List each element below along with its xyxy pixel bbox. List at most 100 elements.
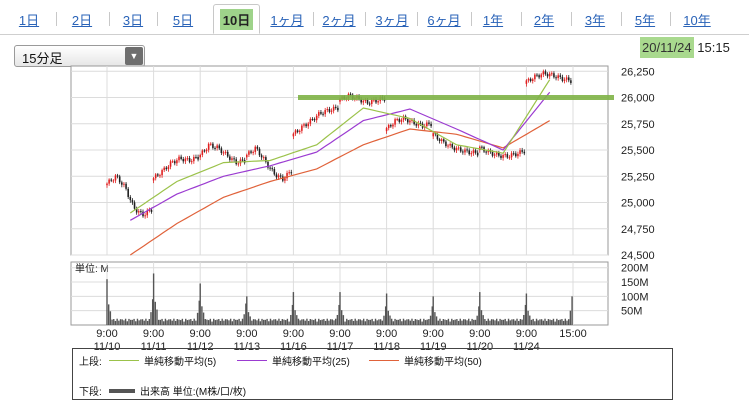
- volume-bar: [462, 319, 465, 325]
- volume-bar: [512, 319, 515, 325]
- candle-body: [140, 211, 142, 213]
- candle-body: [294, 130, 297, 134]
- tab-10[interactable]: 1年: [472, 6, 514, 32]
- volume-bar: [399, 318, 401, 325]
- tab-5[interactable]: 10日: [213, 4, 260, 34]
- volume-bar: [347, 320, 350, 325]
- candle-body: [396, 119, 398, 121]
- volume-bar: [434, 312, 436, 325]
- tab-4[interactable]: 5日: [158, 6, 208, 32]
- volume-bar: [176, 319, 178, 325]
- x-tick-date: 11/12: [187, 341, 214, 353]
- chevron-down-icon: ▼: [125, 47, 143, 65]
- candle-body: [320, 112, 322, 114]
- candle-body: [536, 74, 538, 76]
- candle-body: [250, 151, 252, 153]
- candle-body: [252, 151, 254, 153]
- candle-body: [362, 100, 365, 103]
- tab-12[interactable]: 3年: [572, 6, 618, 32]
- candle-body: [531, 79, 534, 82]
- volume-bar: [344, 321, 346, 325]
- volume-bar: [256, 320, 258, 325]
- volume-bar: [431, 306, 433, 325]
- candle-body: [392, 124, 394, 127]
- tab-6[interactable]: 1ヶ月: [262, 6, 312, 32]
- volume-bar: [539, 319, 541, 325]
- volume-bar: [487, 318, 489, 325]
- candle-body: [108, 179, 110, 184]
- candle-body: [411, 119, 413, 121]
- tab-14[interactable]: 10年: [671, 6, 723, 32]
- volume-bar: [245, 303, 247, 325]
- candle-body: [292, 133, 295, 137]
- x-tick-time: 9:00: [516, 328, 537, 340]
- volume-bar: [339, 292, 341, 325]
- volume-bar: [252, 319, 255, 325]
- tab-9[interactable]: 6ヶ月: [418, 6, 470, 32]
- price-tick-label: 26,000: [621, 93, 655, 105]
- volume-bar: [501, 319, 503, 325]
- volume-bar: [476, 315, 478, 325]
- volume-bar: [233, 318, 235, 325]
- candle-body: [525, 80, 528, 84]
- x-tick-time: 9:00: [283, 328, 304, 340]
- candle-body: [313, 119, 316, 121]
- candle-body: [498, 152, 500, 156]
- last-update-time: 15:15: [697, 40, 730, 55]
- volume-bar: [516, 318, 518, 325]
- volume-bar: [111, 319, 113, 325]
- volume-bar: [151, 299, 154, 325]
- volume-bar: [562, 320, 565, 325]
- candle-body: [432, 133, 434, 137]
- candle-body: [468, 150, 471, 155]
- candle-body: [385, 128, 388, 132]
- candle-body: [226, 151, 229, 157]
- volume-bar: [394, 318, 396, 325]
- volume-bar: [307, 320, 310, 325]
- candle-body: [309, 118, 312, 124]
- volume-bar: [124, 318, 127, 325]
- volume-bar: [152, 273, 155, 325]
- volume-bar: [164, 318, 167, 325]
- tab-7[interactable]: 2ヶ月: [314, 6, 364, 32]
- x-tick-date: 11/17: [327, 341, 354, 353]
- candle-body: [487, 149, 490, 153]
- volume-bar: [532, 318, 534, 325]
- tab-2[interactable]: 2日: [57, 6, 107, 32]
- candle-body: [476, 152, 479, 156]
- tab-8[interactable]: 3ヶ月: [366, 6, 418, 32]
- candle-body: [436, 134, 439, 140]
- candle-body: [434, 133, 437, 135]
- tab-1[interactable]: 1日: [8, 6, 50, 32]
- legend-ma50-swatch: [369, 360, 399, 361]
- tab-11[interactable]: 2年: [522, 6, 566, 32]
- interval-select[interactable]: 15分足 ▼: [14, 45, 145, 67]
- candle-body: [161, 170, 163, 176]
- candle-body: [146, 210, 149, 216]
- volume-bar: [468, 318, 470, 325]
- volume-bar: [435, 316, 438, 325]
- volume-bar: [159, 319, 162, 325]
- volume-bar: [211, 321, 213, 325]
- volume-bar: [489, 320, 491, 325]
- legend-ma25: 単純移動平均(25): [237, 353, 350, 368]
- volume-bar: [257, 318, 260, 325]
- candle-body: [286, 172, 288, 179]
- candle-body: [548, 73, 551, 77]
- volume-bar: [157, 319, 160, 325]
- candle-body: [419, 122, 422, 124]
- tab-label: 2日: [71, 12, 93, 28]
- tab-3[interactable]: 3日: [110, 6, 156, 32]
- volume-bar: [439, 318, 441, 325]
- volume-bar: [288, 321, 290, 325]
- tab-13[interactable]: 5年: [622, 6, 668, 32]
- candle-body: [485, 151, 487, 153]
- volume-bar: [297, 318, 300, 325]
- price-tick-label: 25,250: [621, 171, 655, 183]
- candle-body: [218, 145, 221, 149]
- candle-body: [144, 215, 146, 217]
- candle-body: [334, 106, 337, 108]
- candle-body: [216, 145, 218, 149]
- candle-body: [180, 156, 182, 160]
- volume-bar: [186, 320, 189, 325]
